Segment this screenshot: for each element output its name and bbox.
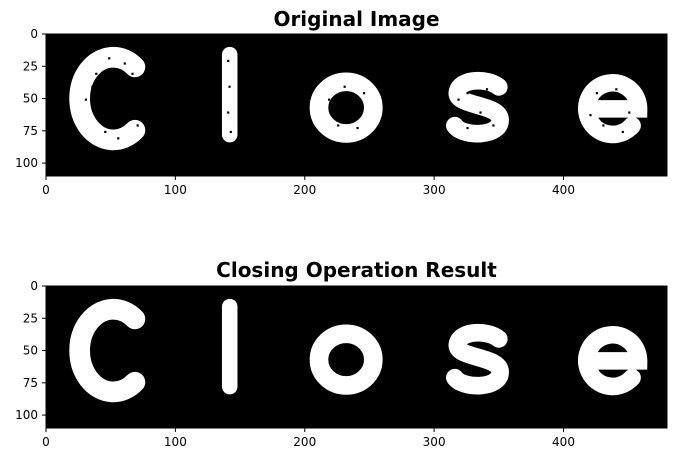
- glyph-l: [221, 46, 238, 143]
- noise-speckle: [227, 59, 230, 63]
- y-tick-label: 50: [23, 344, 38, 358]
- noise-speckle: [466, 126, 469, 130]
- panel-title: Closing Operation Result: [216, 258, 497, 282]
- noise-speckle: [333, 114, 336, 117]
- noise-speckle: [343, 85, 346, 88]
- x-tick-label: 300: [423, 435, 446, 449]
- panel-original-image: Original Image 0 100 200 300 400 0 25 50 75 100: [15, 7, 668, 197]
- x-tick-label: 200: [293, 435, 316, 449]
- y-tick-label: 0: [30, 279, 38, 293]
- y-tick-label: 100: [15, 408, 38, 422]
- noise-speckle: [95, 72, 98, 75]
- noise-speckle: [136, 124, 139, 127]
- noise-speckle: [337, 124, 340, 127]
- panel-title: Original Image: [273, 7, 439, 31]
- y-tick-label: 50: [23, 92, 38, 106]
- noise-speckle: [84, 98, 88, 101]
- noise-speckle: [228, 85, 231, 88]
- x-tick-label: 400: [552, 435, 575, 449]
- x-tick-label: 100: [164, 183, 187, 197]
- image-area: [46, 286, 667, 428]
- noise-speckle: [108, 57, 111, 60]
- glyph-e: [577, 325, 648, 396]
- y-tick-label: 75: [23, 124, 38, 138]
- noise-speckle: [123, 62, 126, 65]
- y-tick-label: 0: [30, 27, 38, 41]
- y-tick-label: 75: [23, 376, 38, 390]
- y-tick-label: 25: [23, 59, 38, 73]
- noise-speckle: [492, 124, 495, 127]
- noise-speckle: [117, 137, 120, 140]
- y-tick-label: 100: [15, 156, 38, 170]
- glyph-l: [221, 298, 238, 395]
- y-tick-label: 25: [23, 311, 38, 325]
- glyph-e: [577, 73, 648, 144]
- noise-speckle: [589, 114, 592, 117]
- glyph-s: [446, 323, 509, 395]
- noise-speckle: [97, 111, 100, 114]
- panel-closing-result: Closing Operation Result 0 100 200 300 400 0 25…: [15, 258, 668, 449]
- noise-speckle: [91, 85, 94, 88]
- glyph-s: [446, 71, 509, 143]
- glyph-c: [69, 298, 146, 403]
- noise-speckle: [466, 92, 469, 95]
- noise-speckle: [131, 72, 134, 75]
- noise-speckle: [104, 130, 107, 134]
- noise-speckle: [602, 124, 605, 127]
- noise-speckle: [227, 111, 230, 114]
- x-tick-label: 0: [42, 183, 50, 197]
- noise-speckle: [615, 88, 618, 91]
- noise-speckle: [229, 130, 232, 134]
- glyph-o: [309, 324, 383, 395]
- noise-speckle: [628, 111, 631, 114]
- noise-speckle: [328, 98, 331, 101]
- image-text-close: [69, 46, 648, 151]
- image-text-close: [69, 298, 648, 403]
- x-tick-label: 0: [42, 435, 50, 449]
- image-area: [46, 34, 667, 176]
- x-tick-label: 200: [293, 183, 316, 197]
- x-tick-label: 100: [164, 435, 187, 449]
- axes-frame: [45, 285, 668, 429]
- noise-speckle: [485, 88, 489, 91]
- x-tick-label: 300: [423, 183, 446, 197]
- noise-speckle: [457, 98, 460, 101]
- noise-speckle: [362, 92, 366, 95]
- noise-speckle: [595, 92, 599, 95]
- noise-speckle: [479, 111, 482, 114]
- glyph-o: [309, 72, 383, 143]
- axes-frame: [45, 33, 668, 177]
- glyph-c: [69, 46, 146, 151]
- noise-speckle: [356, 126, 359, 130]
- noise-speckle: [621, 130, 624, 134]
- x-tick-label: 400: [552, 183, 575, 197]
